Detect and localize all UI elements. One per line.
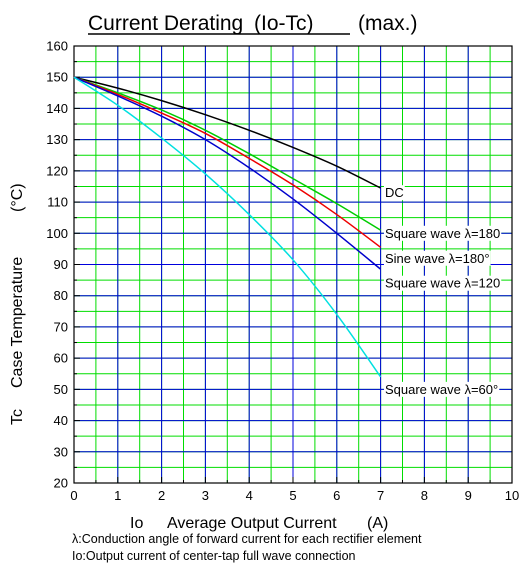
x-tick-label: 2 <box>158 488 165 503</box>
series-label-bg <box>383 250 491 266</box>
y-tick-label: 80 <box>54 288 68 303</box>
series-label: Square wave λ=60° <box>383 381 500 397</box>
title-paren: (Io-Tc) <box>254 12 314 35</box>
y-tick-label: 150 <box>46 70 68 85</box>
x-tick-label: 10 <box>505 488 519 503</box>
x-axis-unit: (A) <box>367 515 388 532</box>
y-tick-label: 90 <box>54 257 68 272</box>
chart-title: Current Derating (Io-Tc) (max.) <box>88 12 418 35</box>
series-line <box>73 76 381 189</box>
series-label-bg <box>383 185 405 201</box>
x-tick-label: 9 <box>465 488 472 503</box>
series-label: Square wave λ=120 <box>383 275 502 291</box>
series-label: Square wave λ=180 <box>383 225 502 241</box>
y-tick-labels: 20 30 40 50 60 70 80 90 100 110 120 130 140 150 160 <box>46 39 68 491</box>
x-tick-label: 5 <box>289 488 296 503</box>
title-main: Current Derating <box>88 12 243 35</box>
y-tick-label: 50 <box>54 382 68 397</box>
series-label: Sine wave λ=180° <box>383 250 491 266</box>
y-axis-label: Tc Case Temperature (°C) <box>9 183 26 425</box>
x-tick-label: 8 <box>421 488 428 503</box>
y-tick-label: 100 <box>46 226 68 241</box>
series-label-text: DC <box>385 185 404 200</box>
series-line <box>73 76 382 378</box>
y-tick-label: 40 <box>54 413 68 428</box>
series-label-bg <box>383 275 502 291</box>
y-tick-label: 130 <box>46 132 68 147</box>
x-tick-label: 1 <box>114 488 121 503</box>
x-axis-label: Io Average Output Current (A) <box>130 515 388 532</box>
y-tick-label: 140 <box>46 101 68 116</box>
series-line <box>73 76 382 270</box>
series-labels: DC Square wave λ=180 Sine wave λ=180° Squar… <box>383 185 502 397</box>
series-line <box>73 76 382 248</box>
y-tick-label: 60 <box>54 351 68 366</box>
series-label-text: Square wave λ=120 <box>385 276 500 291</box>
y-tick-label: 160 <box>46 39 68 54</box>
x-axis-title: Average Output Current <box>167 515 337 532</box>
x-tick-labels: 0 1 2 3 4 5 6 7 8 9 10 <box>70 488 519 503</box>
note-io: Io:Output current of center-tap full wav… <box>72 549 356 563</box>
y-tick-label: 110 <box>47 195 68 210</box>
x-tick-label: 6 <box>333 488 340 503</box>
series-label-text: Square wave λ=60° <box>385 382 498 397</box>
x-tick-label: 3 <box>202 488 209 503</box>
title-suffix: (max.) <box>358 12 418 35</box>
series-lines <box>73 76 382 378</box>
y-tick-label: 120 <box>46 163 68 178</box>
series-label-text: Square wave λ=180 <box>385 226 500 241</box>
x-tick-label: 7 <box>377 488 384 503</box>
y-axis-symbol: Tc <box>9 409 26 425</box>
series-label: DC <box>383 185 405 201</box>
x-axis-symbol: Io <box>130 515 143 532</box>
series-label-bg <box>383 381 500 397</box>
axis-ticks <box>73 45 513 484</box>
series-label-text: Sine wave λ=180° <box>385 251 490 266</box>
series-label-bg <box>383 225 502 241</box>
note-lambda: λ:Conduction angle of forward current fo… <box>72 532 422 546</box>
y-axis-unit: (°C) <box>9 183 26 212</box>
x-tick-label: 4 <box>246 488 253 503</box>
x-tick-label: 0 <box>70 488 77 503</box>
y-tick-label: 70 <box>54 319 68 334</box>
y-tick-label: 30 <box>54 444 68 459</box>
y-axis-title: Case Temperature <box>9 257 26 388</box>
series-line <box>73 76 381 231</box>
y-tick-label: 20 <box>54 476 68 491</box>
